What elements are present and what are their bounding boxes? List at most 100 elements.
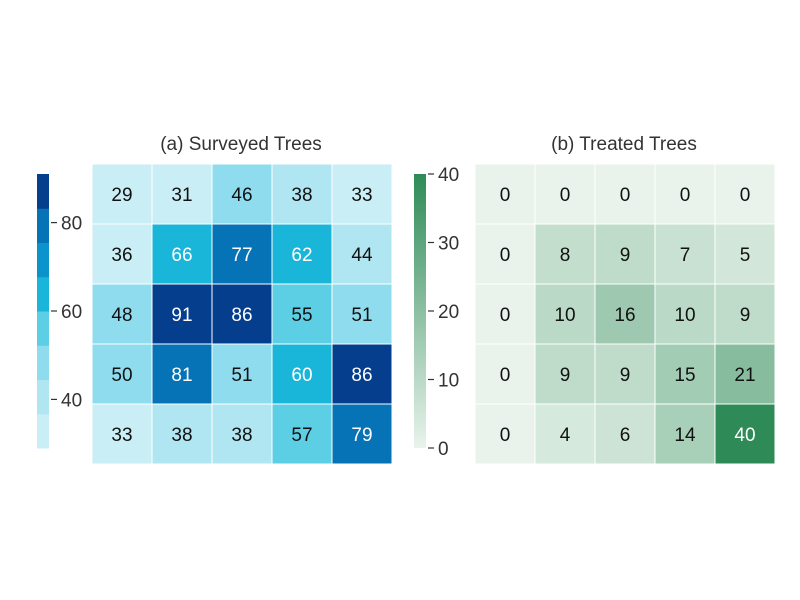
cell-value-label: 51 xyxy=(351,305,372,326)
cell-value-label: 0 xyxy=(680,185,691,206)
cell-value-label: 0 xyxy=(740,185,751,206)
cell-labels: 29 31 46 38 33 36 66 77 62 44 48 91 86 55 51 50 81 51 60 86… xyxy=(111,185,373,446)
heatmap-cell xyxy=(474,403,536,465)
colorbar-segment xyxy=(37,413,49,449)
heatmap-cell xyxy=(331,343,393,405)
cell-value-label: 9 xyxy=(620,365,631,386)
cell-value-label: 9 xyxy=(560,365,571,386)
heatmap-cell xyxy=(151,283,213,345)
cell-value-label: 38 xyxy=(231,425,252,446)
heatmap-cell xyxy=(151,163,213,225)
cell-value-label: 0 xyxy=(500,305,511,326)
cell-value-label: 60 xyxy=(291,365,312,386)
cell-value-label: 4 xyxy=(560,425,571,446)
colorbar-ticks: 0 10 20 30 40 xyxy=(428,165,459,460)
heatmap-cell xyxy=(271,403,333,465)
cell-value-label: 66 xyxy=(171,245,192,266)
cell-value-label: 0 xyxy=(500,185,511,206)
cell-value-label: 6 xyxy=(620,425,631,446)
heatmap-cell xyxy=(474,223,536,285)
cell-value-label: 0 xyxy=(500,245,511,266)
heatmap-cell xyxy=(714,403,776,465)
cell-value-label: 8 xyxy=(560,245,571,266)
heatmap-cell xyxy=(211,163,273,225)
heatmap-cells xyxy=(91,163,393,465)
cell-value-label: 46 xyxy=(231,185,252,206)
heatmap-cell xyxy=(271,283,333,345)
heatmap-cell xyxy=(331,403,393,465)
cell-value-label: 0 xyxy=(560,185,571,206)
colorbar-segment xyxy=(37,311,49,346)
heatmap-cell xyxy=(211,223,273,285)
colorbar xyxy=(414,174,426,448)
heatmap-cell xyxy=(654,403,716,465)
heatmap-cell xyxy=(714,223,776,285)
colorbar-tick-label: 40 xyxy=(61,390,82,411)
heatmap-cell xyxy=(594,403,656,465)
heatmap-cell xyxy=(714,343,776,405)
cell-value-label: 14 xyxy=(674,425,696,446)
colorbar-segment xyxy=(37,208,49,243)
colorbar-segment xyxy=(37,242,49,278)
cell-value-label: 44 xyxy=(351,245,373,266)
cell-value-label: 15 xyxy=(674,365,695,386)
heatmap-cell xyxy=(534,163,596,225)
cell-value-label: 81 xyxy=(171,365,192,386)
heatmap-cell xyxy=(211,403,273,465)
cell-value-label: 7 xyxy=(680,245,691,266)
cell-value-label: 40 xyxy=(734,425,755,446)
colorbar-segment xyxy=(37,345,49,380)
cell-value-label: 0 xyxy=(620,185,631,206)
cell-value-label: 0 xyxy=(500,425,511,446)
heatmap-cell xyxy=(211,283,273,345)
heatmap-cell xyxy=(594,223,656,285)
heatmap-cell xyxy=(331,283,393,345)
heatmap-cell xyxy=(91,343,153,405)
cell-value-label: 5 xyxy=(740,245,751,266)
heatmap-cell xyxy=(654,283,716,345)
colorbar-tick-label: 80 xyxy=(61,214,82,235)
cell-value-label: 31 xyxy=(171,185,192,206)
cell-value-label: 79 xyxy=(351,425,372,446)
cell-value-label: 29 xyxy=(111,185,132,206)
cell-value-label: 16 xyxy=(614,305,635,326)
cell-value-label: 48 xyxy=(111,305,132,326)
colorbar-tick-label: 10 xyxy=(438,371,459,392)
heatmap-cells xyxy=(474,163,776,465)
heatmap-cell xyxy=(534,343,596,405)
colorbar-tick-label: 0 xyxy=(438,439,449,460)
heatmap-cell xyxy=(654,163,716,225)
colorbar-tick-label: 40 xyxy=(438,165,459,186)
cell-value-label: 10 xyxy=(554,305,575,326)
cell-value-label: 50 xyxy=(111,365,132,386)
cell-value-label: 51 xyxy=(231,365,252,386)
heatmap-cell xyxy=(271,343,333,405)
cell-value-label: 0 xyxy=(500,365,511,386)
cell-value-label: 77 xyxy=(231,245,252,266)
colorbar-ticks: 40 60 80 xyxy=(51,214,82,411)
chart-title: (b) Treated Trees xyxy=(551,134,697,155)
colorbar-segment xyxy=(37,379,49,415)
heatmap-cell xyxy=(714,283,776,345)
cell-value-label: 9 xyxy=(740,305,751,326)
heatmap-cell xyxy=(91,403,153,465)
heatmap-cell xyxy=(151,343,213,405)
cell-value-label: 38 xyxy=(171,425,192,446)
colorbar-gradient xyxy=(414,174,426,448)
heatmap-cell xyxy=(91,163,153,225)
colorbar xyxy=(37,174,49,449)
cell-value-label: 33 xyxy=(351,185,372,206)
heatmap-cell xyxy=(654,343,716,405)
cell-value-label: 62 xyxy=(291,245,312,266)
heatmap-cell xyxy=(534,403,596,465)
heatmap-cell xyxy=(594,343,656,405)
cell-value-label: 36 xyxy=(111,245,132,266)
cell-value-label: 10 xyxy=(674,305,695,326)
cell-value-label: 57 xyxy=(291,425,312,446)
chart-title: (a) Surveyed Trees xyxy=(160,134,322,155)
colorbar-tick-label: 20 xyxy=(438,302,459,323)
heatmap-cell xyxy=(714,163,776,225)
cell-labels: 0 0 0 0 0 0 8 9 7 5 0 10 16 10 9 0 9 9 15 21 0 4 6 14 40 xyxy=(500,185,756,446)
